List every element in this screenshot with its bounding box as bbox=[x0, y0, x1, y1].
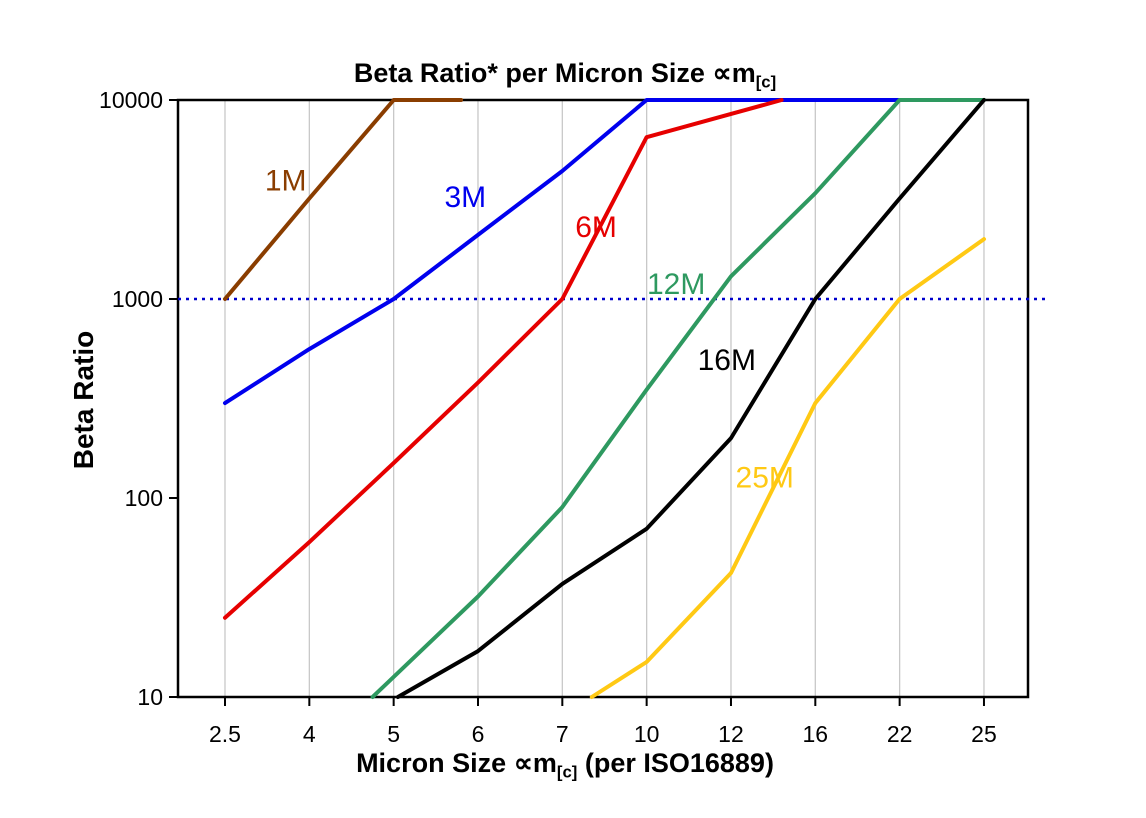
x-tick-label: 22 bbox=[887, 721, 913, 747]
series-label-25m: 25M bbox=[736, 461, 794, 494]
y-tick-label: 10 bbox=[137, 684, 163, 710]
series-line-16m bbox=[395, 98, 986, 699]
series-label-12m: 12M bbox=[647, 268, 705, 301]
series-label-16m: 16M bbox=[698, 344, 756, 377]
x-tick-label: 4 bbox=[303, 721, 316, 747]
chart-title: Beta Ratio* per Micron Size ∝m[c] bbox=[0, 58, 1130, 92]
x-tick-label: 7 bbox=[556, 721, 569, 747]
plot-border bbox=[176, 98, 1030, 699]
series-line-12m bbox=[370, 98, 986, 699]
series-line-25m bbox=[589, 237, 986, 699]
x-tick-label: 5 bbox=[387, 721, 400, 747]
x-axis-title: Micron Size ∝m[c] (per ISO16889) bbox=[0, 748, 1130, 782]
series-line-3m bbox=[223, 98, 902, 406]
x-axis-title-suffix: (per ISO16889) bbox=[577, 748, 774, 778]
chart-title-text: Beta Ratio* per Micron Size ∝m bbox=[353, 58, 756, 88]
x-axis-title-subscript: [c] bbox=[556, 762, 578, 782]
series-label-6m: 6M bbox=[575, 211, 617, 244]
y-tick-label: 10000 bbox=[99, 87, 163, 113]
x-tick-label: 25 bbox=[971, 721, 997, 747]
series-line-1m bbox=[223, 98, 464, 301]
x-tick-label: 2.5 bbox=[209, 721, 241, 747]
x-tick-label: 6 bbox=[472, 721, 485, 747]
series-line-6m bbox=[223, 98, 784, 620]
y-tick-label: 100 bbox=[125, 485, 163, 511]
chart-title-subscript: [c] bbox=[755, 72, 777, 92]
x-tick-label: 16 bbox=[803, 721, 829, 747]
y-tick-label: 1000 bbox=[112, 286, 163, 312]
x-axis-title-text: Micron Size ∝m bbox=[356, 748, 557, 778]
series-label-3m: 3M bbox=[444, 181, 486, 214]
x-tick-label: 10 bbox=[634, 721, 660, 747]
series-label-1m: 1M bbox=[265, 165, 307, 198]
x-tick-label: 12 bbox=[718, 721, 744, 747]
